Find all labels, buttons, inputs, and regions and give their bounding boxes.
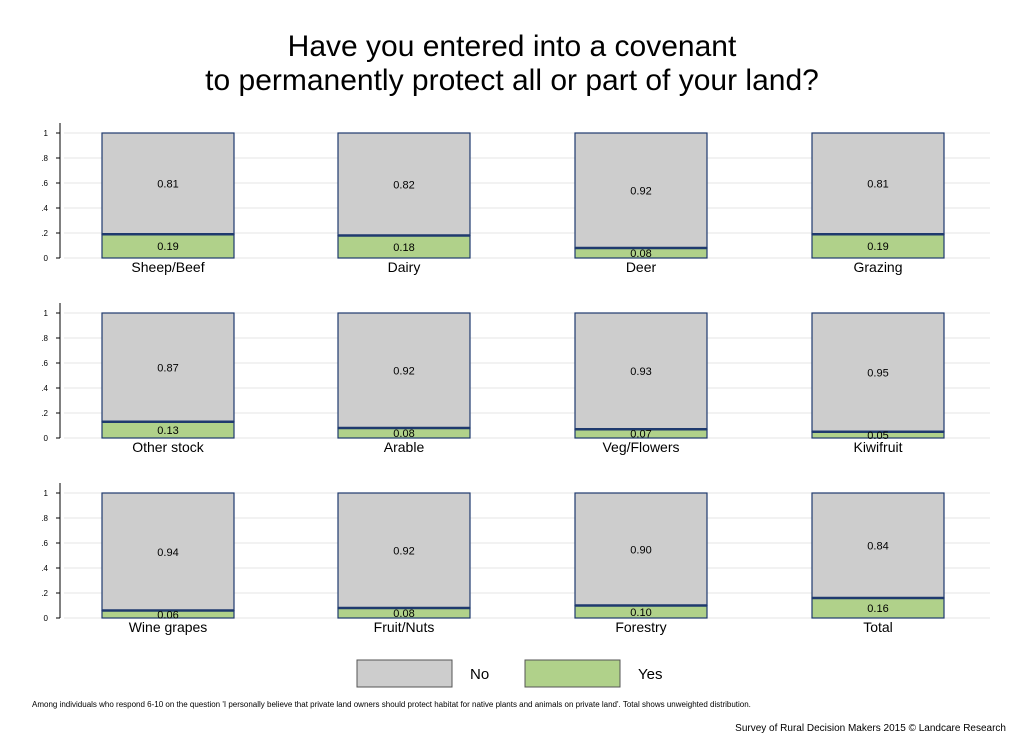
bar-no: [337, 312, 471, 429]
category-label: Fruit/Nuts: [374, 619, 435, 635]
data-label-yes: 0.18: [393, 242, 414, 254]
bar-no: [101, 492, 235, 612]
data-label-yes: 0.08: [630, 248, 651, 260]
bar-no: [574, 492, 708, 607]
bar-no: [811, 312, 945, 433]
legend-label-no: No: [470, 666, 489, 683]
data-label-no: 0.92: [630, 186, 651, 198]
y-tick-label: .8: [41, 334, 48, 343]
data-label-no: 0.90: [630, 544, 651, 556]
category-label: Grazing: [853, 259, 902, 275]
y-tick-label: .6: [41, 179, 48, 188]
data-label-no: 0.84: [867, 541, 888, 553]
bar-no: [337, 132, 471, 237]
y-tick-label: 0: [44, 434, 49, 443]
data-label-yes: 0.08: [393, 608, 414, 620]
bar-no: [337, 492, 471, 609]
y-tick-label: .4: [41, 564, 48, 573]
category-label: Wine grapes: [129, 619, 208, 635]
bar-no: [574, 132, 708, 249]
category-label: Dairy: [388, 259, 421, 275]
legend-swatch-no: [356, 659, 453, 688]
y-tick-label: 0: [44, 614, 49, 623]
category-label: Sheep/Beef: [131, 259, 204, 275]
chart-title-line-1: Have you entered into a covenant: [287, 30, 737, 63]
data-label-yes: 0.16: [867, 603, 888, 615]
legend-swatch-yes: [524, 659, 621, 688]
data-label-no: 0.82: [393, 179, 414, 191]
category-label: Total: [863, 619, 893, 635]
bar-no: [101, 132, 235, 235]
data-label-yes: 0.10: [630, 607, 651, 619]
y-tick-label: .4: [41, 384, 48, 393]
bar-no: [574, 312, 708, 430]
data-label-no: 0.92: [393, 546, 414, 558]
y-tick-label: .8: [41, 154, 48, 163]
data-label-no: 0.81: [157, 179, 178, 191]
category-label: Kiwifruit: [853, 439, 902, 455]
data-label-yes: 0.08: [393, 428, 414, 440]
bar-no: [811, 492, 945, 599]
data-label-yes: 0.19: [157, 241, 178, 253]
category-label: Deer: [626, 259, 657, 275]
y-tick-label: 1: [44, 489, 49, 498]
source-credit: Survey of Rural Decision Makers 2015 © L…: [735, 723, 1006, 734]
data-label-no: 0.93: [630, 366, 651, 378]
y-tick-label: .6: [41, 359, 48, 368]
y-tick-label: .2: [41, 229, 48, 238]
category-label: Other stock: [132, 439, 205, 455]
chart-title-line-2: to permanently protect all or part of yo…: [205, 64, 819, 97]
y-tick-label: .6: [41, 539, 48, 548]
y-tick-label: 0: [44, 254, 49, 263]
data-label-yes: 0.07: [630, 429, 651, 441]
y-tick-label: .4: [41, 204, 48, 213]
chart-title: Have you entered into a covenant to perm…: [0, 30, 1024, 98]
data-label-yes: 0.05: [867, 430, 888, 442]
data-label-no: 0.92: [393, 366, 414, 378]
y-tick-label: 1: [44, 309, 49, 318]
data-label-no: 0.94: [157, 547, 178, 559]
y-tick-label: 1: [44, 129, 49, 138]
footnote: Among individuals who respond 6-10 on th…: [32, 700, 751, 709]
data-label-yes: 0.19: [867, 241, 888, 253]
data-label-yes: 0.13: [157, 425, 178, 437]
bar-no: [101, 312, 235, 423]
y-tick-label: .2: [41, 409, 48, 418]
data-label-no: 0.95: [867, 367, 888, 379]
category-label: Arable: [384, 439, 425, 455]
category-label: Forestry: [615, 619, 666, 635]
data-label-no: 0.81: [867, 179, 888, 191]
category-label: Veg/Flowers: [602, 439, 679, 455]
y-tick-label: .2: [41, 589, 48, 598]
data-label-no: 0.87: [157, 362, 178, 374]
legend-label-yes: Yes: [638, 666, 662, 683]
small-multiples-chart: 0 .2 .4 .6 .8 1 0 .2 .4 .6 .8 1 0 .2 .4 .6 .8 1 0.81 0.19 Sh…: [41, 123, 990, 688]
y-tick-label: .8: [41, 514, 48, 523]
data-label-yes: 0.06: [157, 609, 178, 621]
